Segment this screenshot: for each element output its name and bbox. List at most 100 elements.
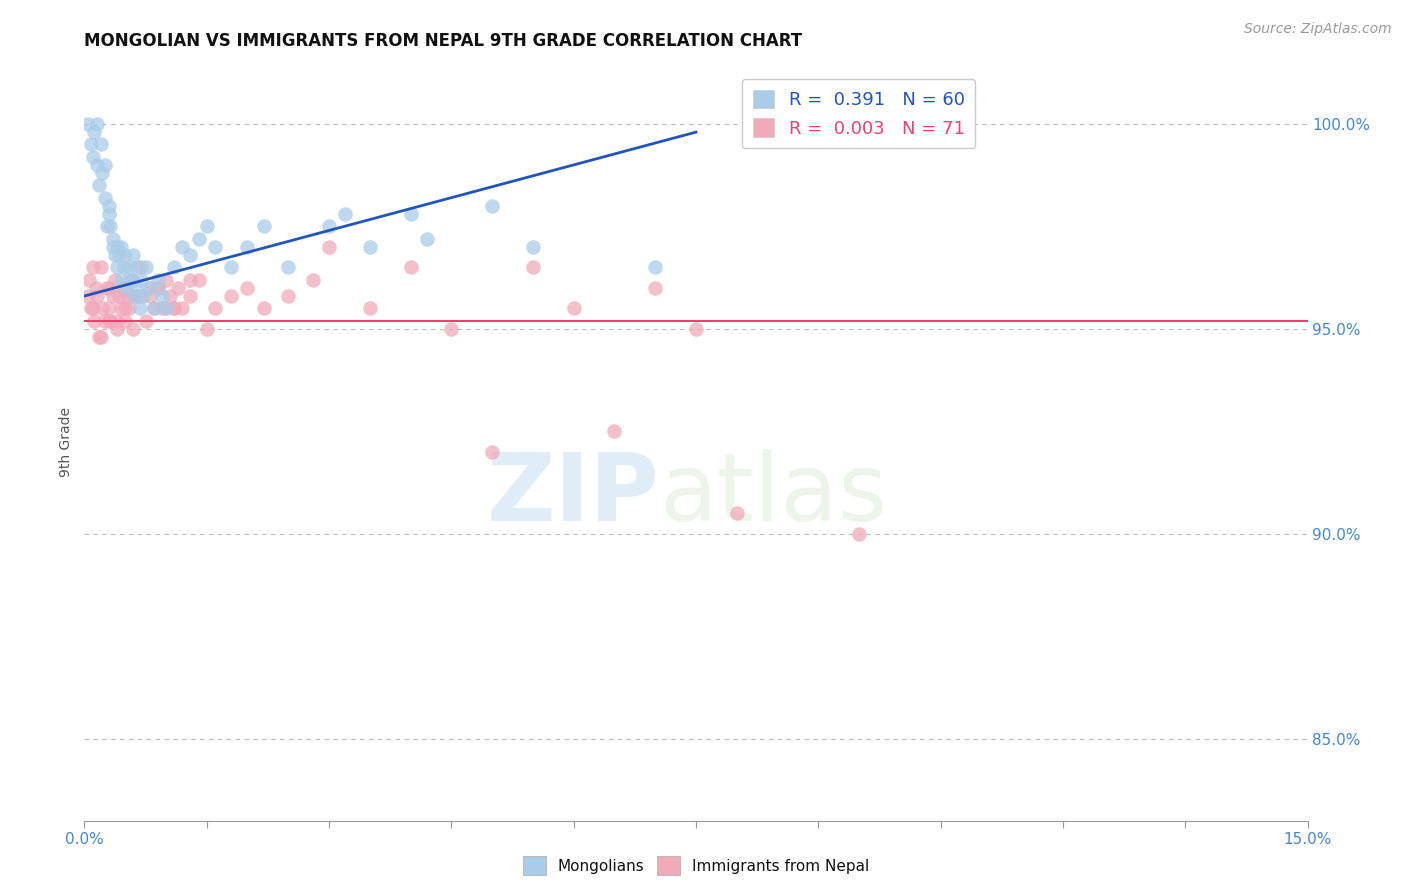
Y-axis label: 9th Grade: 9th Grade — [59, 407, 73, 476]
Point — [219, 260, 242, 275]
Point — [86, 117, 108, 131]
Point — [122, 322, 145, 336]
Point — [97, 313, 120, 327]
Point — [301, 273, 323, 287]
Point — [131, 289, 153, 303]
Point — [146, 281, 169, 295]
Point — [399, 207, 422, 221]
Point — [236, 281, 259, 295]
Point — [277, 289, 299, 303]
Point — [107, 248, 129, 262]
Point — [105, 313, 128, 327]
Point — [132, 289, 155, 303]
Point — [97, 301, 120, 316]
Point — [80, 301, 103, 316]
Point — [93, 191, 115, 205]
Point — [318, 240, 340, 254]
Point — [236, 240, 259, 254]
Point — [522, 260, 544, 275]
Point — [172, 240, 194, 254]
Point — [219, 289, 242, 303]
Point — [122, 248, 145, 262]
Text: MONGOLIAN VS IMMIGRANTS FROM NEPAL 9TH GRADE CORRELATION CHART: MONGOLIAN VS IMMIGRANTS FROM NEPAL 9TH G… — [84, 32, 803, 50]
Point — [86, 289, 108, 303]
Point — [90, 137, 112, 152]
Point — [118, 260, 141, 275]
Point — [104, 248, 127, 262]
Point — [114, 313, 136, 327]
Point — [163, 260, 186, 275]
Point — [83, 313, 105, 327]
Point — [122, 289, 145, 303]
Point — [725, 506, 748, 520]
Point — [416, 232, 439, 246]
Point — [82, 301, 104, 316]
Point — [179, 248, 201, 262]
Point — [440, 322, 463, 336]
Point — [159, 289, 181, 303]
Point — [142, 301, 165, 316]
Point — [107, 289, 129, 303]
Point — [101, 232, 124, 246]
Point — [93, 158, 115, 172]
Point — [167, 281, 190, 295]
Point — [150, 289, 173, 303]
Point — [131, 273, 153, 287]
Point — [481, 199, 503, 213]
Point — [114, 301, 136, 316]
Point — [87, 330, 110, 344]
Point — [96, 281, 118, 295]
Point — [253, 219, 276, 234]
Point — [97, 207, 120, 221]
Point — [848, 526, 870, 541]
Point — [204, 240, 226, 254]
Point — [77, 117, 100, 131]
Point — [481, 444, 503, 458]
Text: atlas: atlas — [659, 449, 887, 541]
Point — [105, 240, 128, 254]
Point — [138, 281, 160, 295]
Point — [84, 281, 107, 295]
Point — [146, 281, 169, 295]
Point — [135, 313, 157, 327]
Point — [118, 301, 141, 316]
Point — [101, 240, 124, 254]
Point — [318, 219, 340, 234]
Point — [399, 260, 422, 275]
Point — [187, 232, 209, 246]
Point — [155, 301, 177, 316]
Point — [115, 281, 138, 295]
Point — [195, 219, 218, 234]
Point — [80, 137, 103, 152]
Point — [138, 281, 160, 295]
Point — [101, 289, 124, 303]
Point — [644, 281, 666, 295]
Point — [83, 125, 105, 139]
Point — [135, 260, 157, 275]
Text: Source: ZipAtlas.com: Source: ZipAtlas.com — [1244, 22, 1392, 37]
Point — [121, 273, 143, 287]
Point — [82, 150, 104, 164]
Point — [163, 301, 186, 316]
Point — [146, 273, 169, 287]
Point — [359, 240, 381, 254]
Point — [127, 289, 149, 303]
Point — [253, 301, 276, 316]
Point — [685, 322, 707, 336]
Point — [110, 240, 132, 254]
Point — [96, 219, 118, 234]
Point — [127, 281, 149, 295]
Text: ZIP: ZIP — [486, 449, 659, 541]
Point — [142, 301, 165, 316]
Point — [87, 178, 110, 193]
Point — [100, 313, 122, 327]
Point — [77, 273, 100, 287]
Point — [562, 301, 585, 316]
Point — [124, 289, 146, 303]
Legend: Mongolians, Immigrants from Nepal: Mongolians, Immigrants from Nepal — [516, 850, 876, 881]
Point — [91, 166, 114, 180]
Point — [187, 273, 209, 287]
Point — [195, 322, 218, 336]
Point — [105, 322, 128, 336]
Point — [155, 273, 177, 287]
